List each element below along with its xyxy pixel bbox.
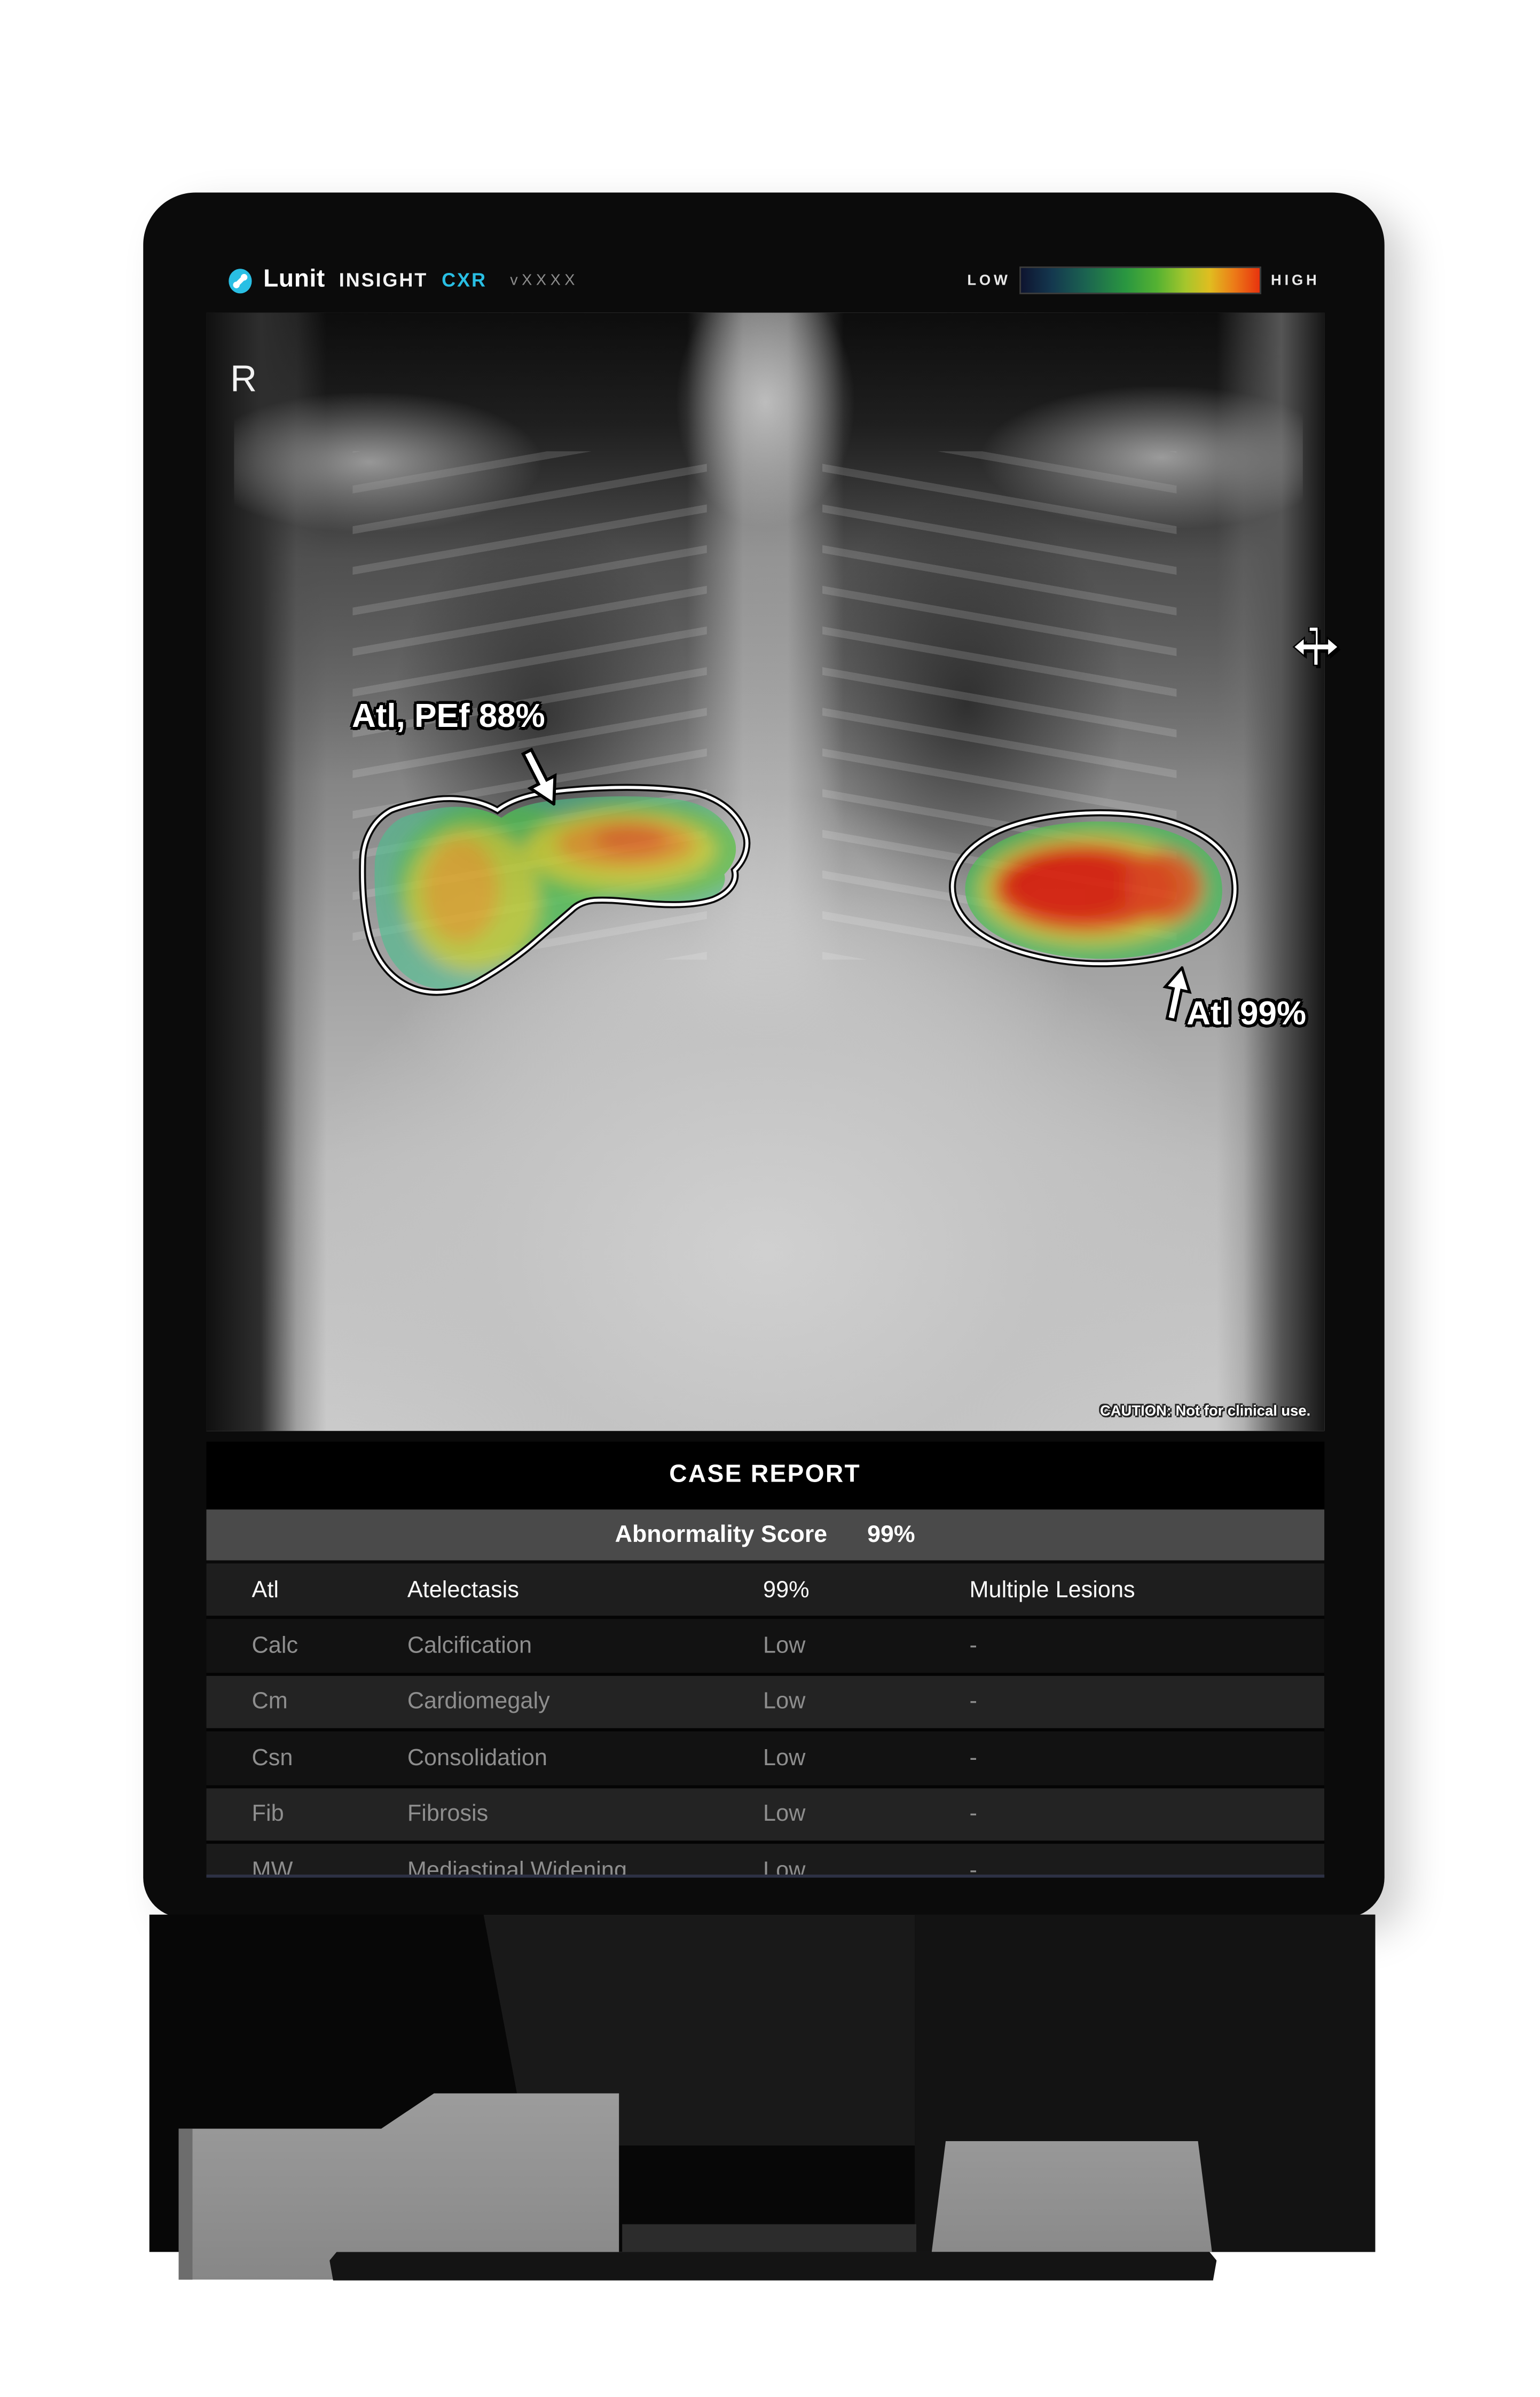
finding-score: Low bbox=[763, 1633, 806, 1659]
table-row-cm[interactable]: Cm Cardiomegaly Low - bbox=[206, 1672, 1325, 1729]
finding-name: Cardiomegaly bbox=[407, 1689, 550, 1716]
monitor-device: Lunit INSIGHT CXR vXXXX LOW HIGH R bbox=[143, 192, 1385, 1918]
brand-version: vXXXX bbox=[510, 272, 579, 289]
xray-viewport[interactable]: R bbox=[206, 312, 1325, 1431]
annotation-arrow-down-icon bbox=[520, 747, 556, 807]
screen-bottom-edge bbox=[206, 1875, 1325, 1878]
table-row-fib[interactable]: Fib Fibrosis Low - bbox=[206, 1784, 1325, 1841]
abnormality-score-value: 99% bbox=[867, 1521, 915, 1547]
brand-name: Lunit bbox=[263, 266, 325, 293]
finding-code: Fib bbox=[252, 1801, 284, 1828]
table-row-mw[interactable]: MW Mediastinal Widening Low - bbox=[206, 1840, 1325, 1876]
stand-leg-left-edge bbox=[178, 2128, 193, 2280]
findings-table: Atl Atelectasis 99% Multiple Lesions Cal… bbox=[206, 1560, 1325, 1876]
heatmap-lesion-right-lung[interactable] bbox=[358, 782, 774, 1014]
table-row-csn[interactable]: Csn Consolidation Low - bbox=[206, 1728, 1325, 1785]
finding-score: Low bbox=[763, 1689, 806, 1716]
finding-name: Atelectasis bbox=[407, 1577, 520, 1603]
finding-code: Atl bbox=[252, 1577, 279, 1603]
app-logo: Lunit INSIGHT CXR vXXXX bbox=[228, 248, 579, 312]
finding-location: - bbox=[969, 1801, 977, 1828]
finding-name: Mediastinal Widening bbox=[407, 1857, 627, 1876]
finding-location: - bbox=[969, 1857, 977, 1876]
table-row-atl[interactable]: Atl Atelectasis 99% Multiple Lesions bbox=[206, 1560, 1325, 1617]
finding-location: - bbox=[969, 1633, 977, 1659]
finding-location: - bbox=[969, 1745, 977, 1772]
finding-code: Cm bbox=[252, 1689, 288, 1716]
scale-high-label: HIGH bbox=[1271, 272, 1320, 289]
orientation-marker: R bbox=[230, 358, 257, 401]
brand-modality: CXR bbox=[442, 269, 487, 292]
finding-name: Consolidation bbox=[407, 1745, 547, 1772]
scale-low-label: LOW bbox=[967, 272, 1011, 289]
stand-base-bar bbox=[329, 2252, 1217, 2281]
annotation-arrow-up-icon bbox=[1161, 965, 1191, 1022]
finding-code: MW bbox=[252, 1857, 293, 1876]
finding-name: Calcification bbox=[407, 1633, 532, 1659]
xray-shoulder-right bbox=[948, 386, 1303, 529]
finding-code: Csn bbox=[252, 1745, 293, 1772]
stand-leg-right bbox=[931, 2141, 1212, 2252]
finding-score: 99% bbox=[763, 1577, 810, 1603]
pan-cursor-icon bbox=[1292, 626, 1341, 669]
case-report-title: CASE REPORT bbox=[206, 1442, 1325, 1510]
caution-text: CAUTION: Not for clinical use. bbox=[1099, 1403, 1311, 1421]
brand-product: INSIGHT bbox=[339, 269, 428, 292]
xray-shoulder-left bbox=[233, 393, 572, 531]
heatmap-lesion-left-lung[interactable] bbox=[939, 807, 1250, 976]
finding-location: - bbox=[969, 1689, 977, 1716]
finding-score: Low bbox=[763, 1801, 806, 1828]
abnormality-score-row: Abnormality Score 99% bbox=[206, 1509, 1325, 1561]
app-header: Lunit INSIGHT CXR vXXXX LOW HIGH bbox=[205, 248, 1325, 312]
finding-location: Multiple Lesions bbox=[969, 1577, 1135, 1603]
case-report-panel: CASE REPORT Abnormality Score 99% Atl At… bbox=[206, 1442, 1325, 1876]
finding-name: Fibrosis bbox=[407, 1801, 489, 1828]
stand-neck-band bbox=[622, 2224, 916, 2252]
annotation-atl-pef: Atl, PEf 88% bbox=[351, 698, 545, 735]
abnormality-score-label: Abnormality Score bbox=[615, 1521, 828, 1547]
heatmap-scale-legend: LOW HIGH bbox=[967, 248, 1319, 312]
finding-code: Calc bbox=[252, 1633, 298, 1659]
finding-score: Low bbox=[763, 1745, 806, 1772]
table-row-calc[interactable]: Calc Calcification Low - bbox=[206, 1616, 1325, 1673]
annotation-atl: Atl 99% bbox=[1187, 995, 1307, 1032]
lunit-logo-icon bbox=[229, 268, 252, 293]
finding-score: Low bbox=[763, 1857, 806, 1876]
heatmap-colorbar bbox=[1019, 266, 1262, 294]
